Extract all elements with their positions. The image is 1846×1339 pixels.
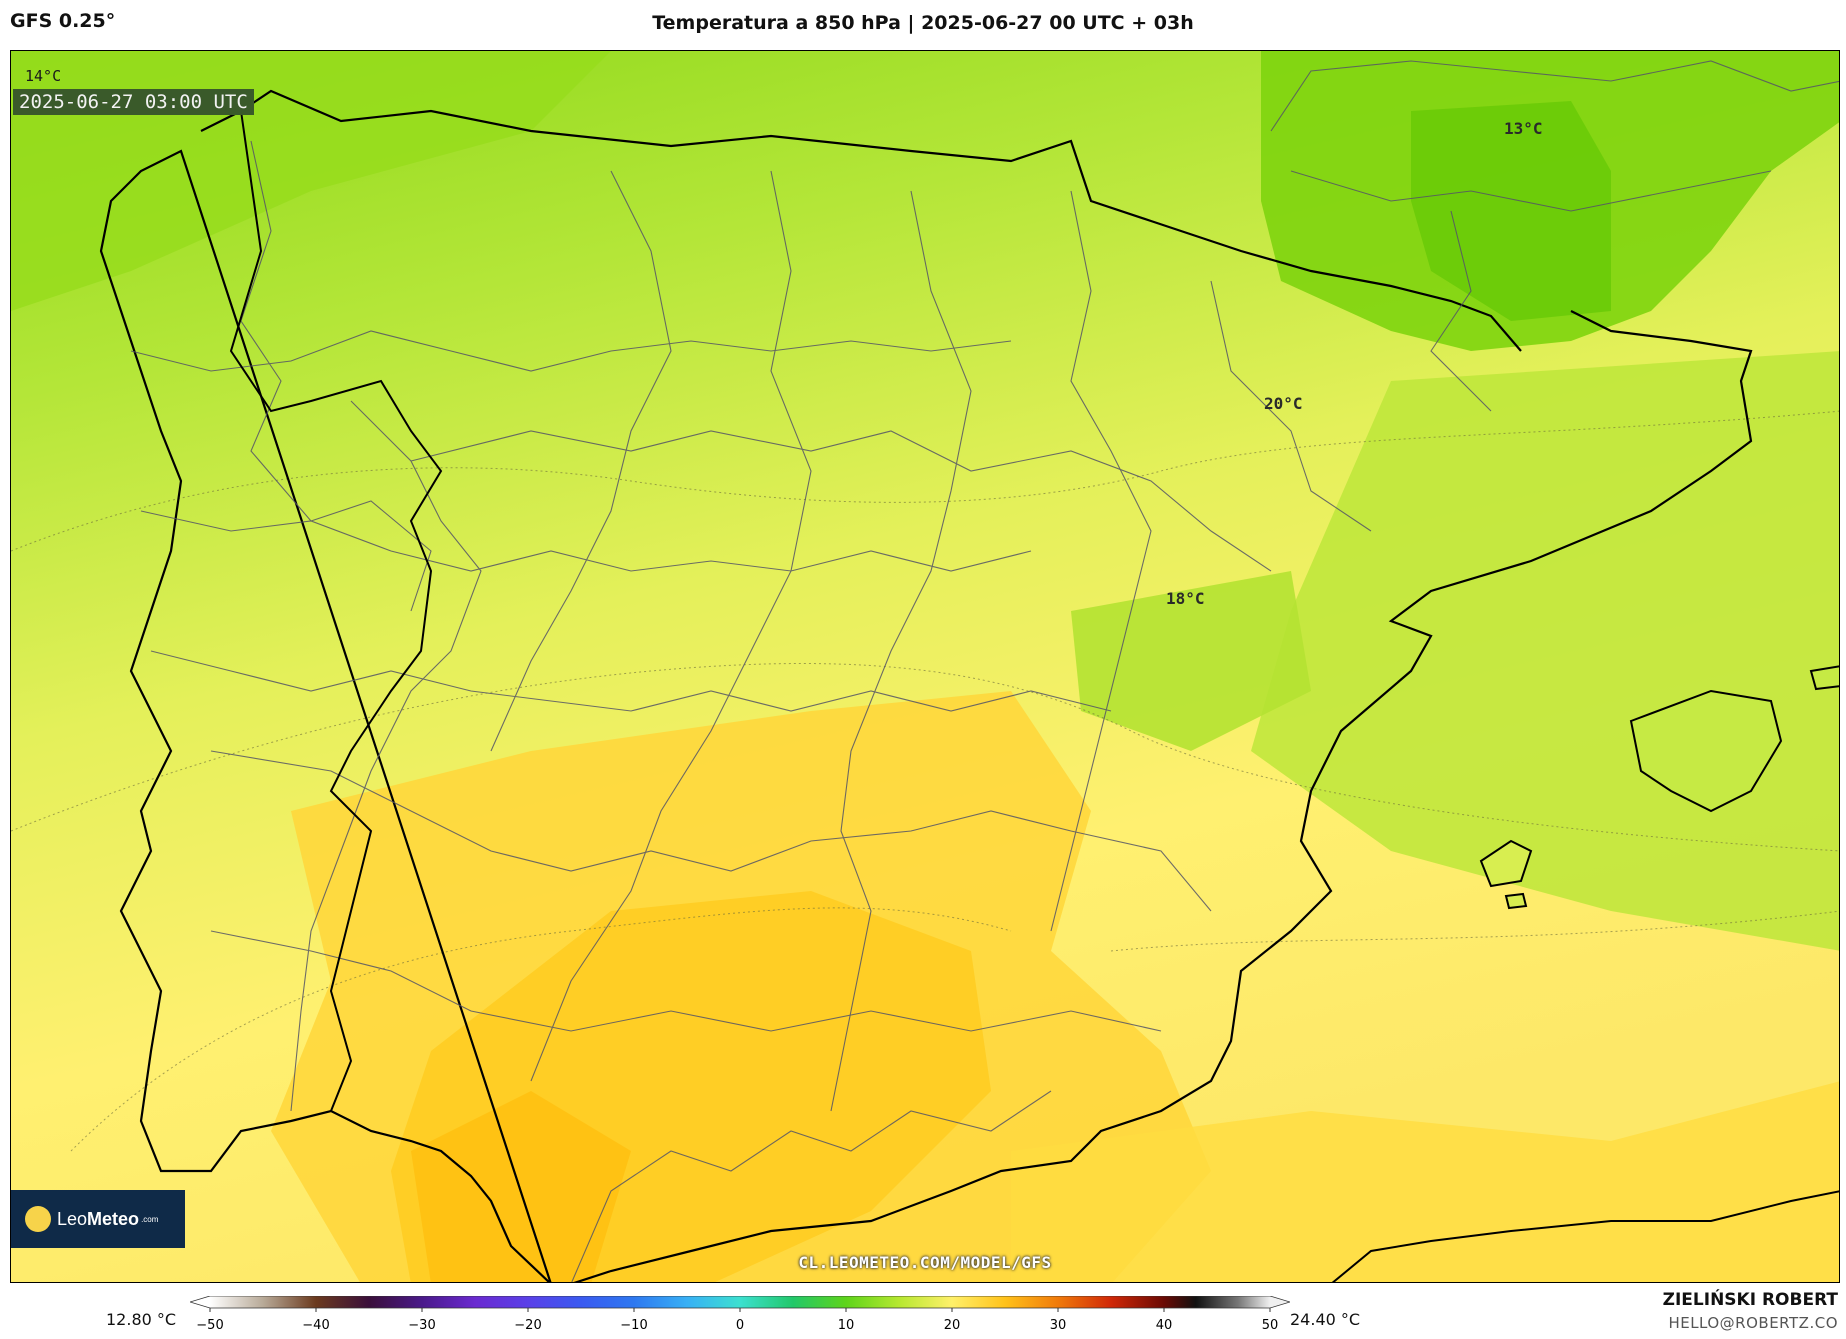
isotherm-label-20: 20°C (1264, 394, 1303, 413)
colorbar-max-label: 24.40 °C (1290, 1310, 1361, 1329)
border-spain-portugal (229, 110, 443, 1112)
map-canvas (11, 51, 1839, 1282)
green-zone-ebro (1071, 571, 1311, 751)
colorbar-min-label: 12.80 °C (106, 1310, 177, 1329)
source-watermark: CL.LEOMETEO.COM/MODEL/GFS (798, 1253, 1052, 1272)
province-borders (130, 60, 1839, 1282)
leometeo-logo[interactable]: LeoMeteo .com (11, 1190, 185, 1248)
cold-core (1411, 101, 1611, 321)
colorbar-ticks: −50 −40 −30 −20 −10 0 10 20 30 40 50 (196, 1308, 1278, 1333)
corner-temperature-label: 14°C (25, 67, 62, 85)
coastline-africa (1331, 1190, 1839, 1282)
colorbar-tick-label: 10 (838, 1318, 855, 1333)
island-formentera (1504, 892, 1528, 910)
map-title: Temperatura a 850 hPa | 2025-06-27 00 UT… (652, 12, 1194, 34)
temperature-map: 14°C 2025-06-27 03:00 UTC 13°C 20°C 18°C… (10, 50, 1840, 1283)
colorbar-strip (190, 1296, 1290, 1309)
colorbar-tick-label: 30 (1050, 1318, 1067, 1333)
author-name: ZIELIŃSKI ROBERT (1662, 1290, 1838, 1310)
island-menorca (1809, 665, 1839, 691)
timestamp-badge: 2025-06-27 03:00 UTC (13, 89, 254, 115)
coastline-iberia (99, 89, 1753, 1282)
warm-zone-sea (1011, 1081, 1839, 1282)
isotherm-label-18: 18°C (1166, 589, 1205, 608)
island-ibiza (1479, 839, 1533, 888)
colorbar: −50 −40 −30 −20 −10 0 10 20 30 40 50 (190, 1296, 1290, 1333)
sun-icon (25, 1206, 51, 1232)
colorbar-tick-label: 40 (1156, 1318, 1173, 1333)
author-email[interactable]: HELLO@ROBERTZ.CO (1668, 1314, 1838, 1332)
colorbar-tick-label: −50 (196, 1318, 223, 1333)
hot-core (411, 1091, 631, 1282)
colorbar-tick-label: 50 (1262, 1318, 1279, 1333)
colorbar-tick-label: −20 (514, 1318, 541, 1333)
logo-suffix: .com (141, 1214, 159, 1224)
isotherms (11, 410, 1839, 1152)
logo-text: LeoMeteo (57, 1208, 140, 1229)
colorbar-tick-label: −30 (408, 1318, 435, 1333)
island-mallorca (1629, 689, 1783, 813)
isotherm-label-13: 13°C (1504, 119, 1543, 138)
colorbar-tick-label: 20 (944, 1318, 961, 1333)
colorbar-tick-label: 0 (736, 1318, 744, 1333)
model-name: GFS 0.25° (10, 10, 116, 32)
colorbar-tick-label: −10 (620, 1318, 647, 1333)
colorbar-tick-label: −40 (302, 1318, 329, 1333)
